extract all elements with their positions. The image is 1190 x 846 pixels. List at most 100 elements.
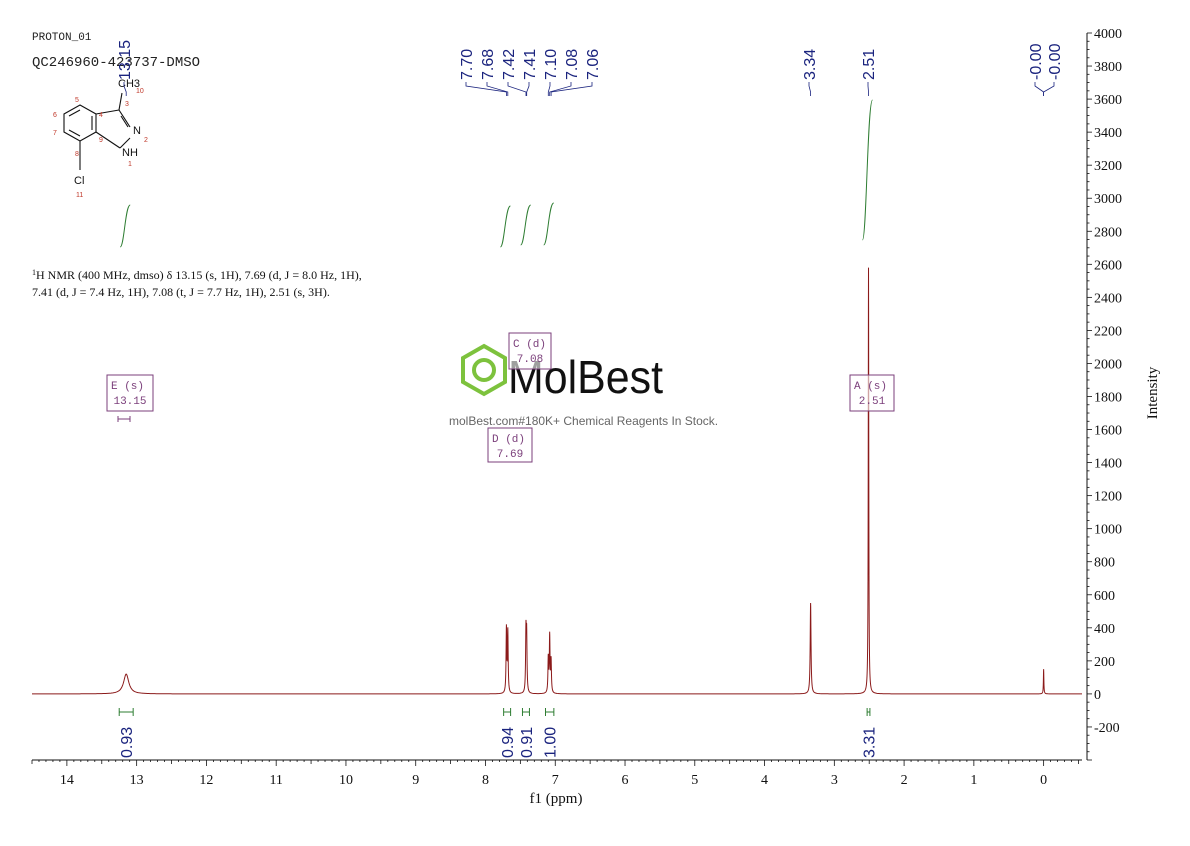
y-tick-label: 600 — [1094, 589, 1115, 604]
peak-label-connector — [867, 82, 869, 96]
y-tick-label: 2600 — [1094, 258, 1122, 273]
multiplet-label: A (s) — [854, 381, 887, 393]
nh-label: NH — [122, 147, 138, 159]
peak-label-connector — [507, 82, 527, 96]
atom-number: 11 — [76, 192, 83, 199]
peak-label-connector — [1034, 82, 1044, 96]
atom-number: 3 — [125, 101, 129, 108]
x-tick-label: 3 — [831, 773, 838, 788]
integral-value: 1.00 — [543, 727, 560, 758]
multiplet-shift: 13.15 — [113, 396, 146, 408]
multiplet-shift: 2.51 — [859, 396, 886, 408]
chlorine-label: Cl — [74, 175, 84, 187]
y-tick-label: 1200 — [1094, 490, 1122, 505]
multiplet-box — [106, 374, 154, 412]
x-tick-label: 5 — [691, 773, 698, 788]
y-tick-label: 3000 — [1094, 192, 1122, 207]
x-tick-label: 9 — [412, 773, 419, 788]
y-tick-label: 800 — [1094, 556, 1115, 571]
y-tick-label: 2800 — [1094, 225, 1122, 240]
y-tick-label: 1400 — [1094, 457, 1122, 472]
watermark-tagline: molBest.com#180K+ Chemical Reagents In S… — [449, 414, 718, 428]
y-tick-label: 4000 — [1094, 27, 1122, 42]
integral-curve — [543, 202, 555, 246]
peak-label-connector — [123, 82, 127, 96]
x-tick-label: 14 — [60, 773, 74, 788]
multiplet-shift: 7.69 — [497, 449, 523, 461]
y-tick-label: 2400 — [1094, 291, 1122, 306]
multiplet-box — [508, 332, 552, 370]
peak-label: 7.68 — [480, 49, 497, 80]
methyl-label: CH3 — [118, 78, 140, 90]
atom-number: 2 — [144, 137, 148, 144]
axes-group: 14 13 12 11 10 9 8 7 6 5 4 3 2 1 0f1 (ppm)-20002004006… — [31, 27, 1161, 807]
peak-label: 7.08 — [564, 49, 581, 80]
peak-label-connector — [1043, 82, 1055, 96]
peak-label-connector — [465, 82, 507, 96]
x-tick-label: 2 — [901, 773, 908, 788]
y-tick-label: 3800 — [1094, 60, 1122, 75]
annotations-group: 13.15 7.70 7.68 7.42 7.41 7.10 7.08 7.06 3.34 2.5… — [106, 40, 1064, 758]
logo-icon — [461, 343, 507, 397]
atom-number: 9 — [99, 137, 103, 144]
y-tick-label: 0 — [1094, 688, 1101, 703]
peak-label: 7.70 — [459, 49, 476, 80]
x-tick-label: 6 — [622, 773, 629, 788]
peak-label: -0.00 — [1047, 43, 1064, 80]
multiplet-label: D (d) — [492, 434, 525, 446]
integral-curve — [499, 205, 511, 248]
description-line-1: 1H NMR (400 MHz, dmso) δ 13.15 (s, 1H), … — [32, 268, 362, 282]
multiplet-box — [487, 427, 533, 463]
y-tick-label: 1800 — [1094, 391, 1122, 406]
y-tick-label: -200 — [1094, 721, 1120, 736]
atom-number: 7 — [53, 130, 57, 137]
experiment-name: PROTON_01 — [32, 32, 92, 44]
multiplet-box — [849, 374, 895, 412]
x-tick-label: 0 — [1040, 773, 1047, 788]
integral-value: 3.31 — [862, 727, 879, 758]
x-tick-label: 12 — [199, 773, 213, 788]
peak-label: 3.34 — [802, 49, 819, 80]
y-tick-label: 1000 — [1094, 523, 1122, 538]
integral-value: 0.91 — [519, 727, 536, 758]
x-tick-label: 13 — [130, 773, 144, 788]
atom-number: 1 — [128, 161, 132, 168]
x-tick-label: 11 — [269, 773, 282, 788]
atom-number: 10 — [136, 88, 144, 95]
integral-curve — [862, 99, 873, 241]
peak-label-connector — [486, 82, 509, 96]
y-tick-label: 3400 — [1094, 126, 1122, 141]
y-tick-label: 2000 — [1094, 357, 1122, 372]
sample-id: QC246960-423737-DMSO — [32, 55, 200, 71]
peak-label: 7.10 — [543, 49, 560, 80]
y-axis-label: Intensity — [1145, 366, 1161, 419]
nitrogen-label: N — [133, 125, 141, 137]
x-tick-label: 7 — [552, 773, 559, 788]
integral-value: 0.94 — [500, 727, 517, 758]
peak-label-connector — [549, 82, 572, 96]
peak-label-connector — [550, 82, 593, 96]
integral-value: 0.93 — [119, 727, 136, 758]
peak-label: 7.06 — [585, 49, 602, 80]
peak-label: 13.15 — [117, 40, 134, 80]
watermark: MolBest molBest.com#180K+ Chemical Reage… — [449, 343, 718, 428]
x-tick-label: 10 — [339, 773, 353, 788]
integral-curve — [119, 204, 131, 248]
description-line-2: 7.41 (d, J = 7.4 Hz, 1H), 7.08 (t, J = 7… — [32, 285, 330, 299]
x-tick-label: 8 — [482, 773, 489, 788]
y-tick-label: 200 — [1094, 655, 1115, 670]
structure-labels: CH3 N NH Cl 1 2 3 4 5 6 7 8 9 10 11 — [53, 78, 148, 199]
x-tick-label: 4 — [761, 773, 768, 788]
y-tick-label: 3200 — [1094, 159, 1122, 174]
y-tick-label: 1600 — [1094, 424, 1122, 439]
integral-curve — [520, 204, 532, 246]
multiplet-shift: 7.08 — [517, 354, 543, 366]
peak-label: 7.42 — [501, 49, 518, 80]
atom-number: 4 — [99, 112, 103, 119]
atom-number: 8 — [75, 151, 79, 158]
x-axis-label: f1 (ppm) — [530, 791, 583, 807]
y-tick-label: 400 — [1094, 622, 1115, 637]
multiplet-label: C (d) — [513, 339, 546, 351]
peak-label: 7.41 — [522, 49, 539, 80]
